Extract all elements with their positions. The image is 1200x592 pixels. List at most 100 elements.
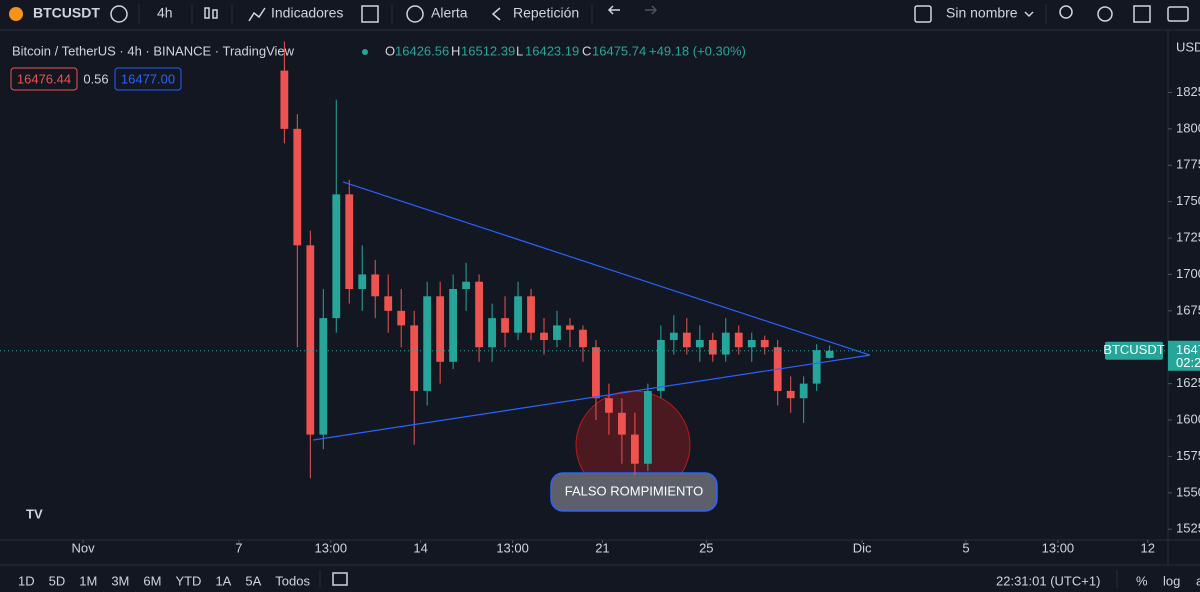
candle-body [280, 70, 289, 129]
legend-value: 16512.39 [461, 43, 515, 58]
y-tick-label: 16250 [1176, 375, 1200, 390]
redo [645, 5, 658, 15]
candle-type [212, 9, 218, 19]
range-button[interactable]: 1M [79, 573, 97, 588]
percent-toggle[interactable]: % [1136, 573, 1148, 588]
candle-body [488, 318, 496, 348]
templates[interactable] [361, 5, 379, 23]
fullscreen[interactable] [1133, 5, 1151, 23]
candle-body [358, 274, 367, 289]
y-tick-label: 17250 [1176, 229, 1200, 244]
candle-type[interactable] [204, 7, 210, 19]
range-bar: 1D 5D 1M 3M 6M YTD 1A 5A Todos [18, 573, 310, 588]
countdown: 02:28 [1176, 355, 1200, 370]
sell-price[interactable]: 16476.44 [17, 71, 71, 86]
y-tick-label: 17500 [1176, 193, 1200, 208]
y-tick-label: 17000 [1176, 266, 1200, 281]
legend-title: Bitcoin / TetherUS · 4h · BINANCE · Trad… [12, 43, 295, 58]
candle-body [656, 339, 665, 391]
layout-name[interactable]: Sin nombre [946, 5, 1018, 21]
candle-body [514, 296, 522, 333]
range-button[interactable]: 3M [111, 573, 129, 588]
replay-icon [491, 7, 501, 21]
candle-body [345, 194, 354, 289]
annotation: FALSO ROMPIMIENTO [565, 483, 703, 498]
candle-body [669, 332, 678, 340]
candle-body [527, 296, 535, 333]
symbol[interactable]: BTCUSDT [33, 5, 100, 21]
candle-body [747, 339, 756, 348]
last-price-tag: BTCUSDT [1103, 342, 1164, 357]
auto-toggle[interactable]: auto [1196, 573, 1200, 588]
legend-value: 16423.19 [525, 43, 579, 58]
x-tick-label: 21 [595, 540, 609, 555]
candle-body [812, 350, 821, 384]
layout-menu[interactable] [1024, 11, 1034, 18]
candle-body [553, 325, 561, 340]
screenshot[interactable] [1167, 6, 1189, 22]
legend-label: O [385, 43, 395, 58]
legend-label: C [582, 43, 591, 58]
candle-body [436, 296, 445, 362]
trendline [313, 354, 870, 441]
range-button[interactable]: 5A [245, 573, 261, 588]
range-button[interactable]: 6M [143, 573, 161, 588]
alert[interactable]: Alerta [431, 5, 468, 21]
buy-box[interactable] [114, 67, 182, 91]
candle-body [475, 281, 483, 348]
candle-body [799, 383, 808, 399]
x-tick-label: 14 [413, 540, 427, 555]
y-axis-label: USDT [1176, 39, 1200, 54]
candle-body [708, 339, 717, 355]
y-tick-label: 15750 [1176, 448, 1200, 463]
range-button[interactable]: Todos [275, 573, 310, 588]
x-tick-label: Nov [72, 540, 96, 555]
indicators[interactable]: Indicadores [271, 5, 343, 21]
candle-body [371, 274, 380, 297]
coin-icon [9, 7, 23, 21]
tv-logo: TV [26, 506, 43, 521]
candle-body [760, 339, 769, 348]
undo[interactable] [607, 5, 620, 15]
last-price-tag-box [1105, 341, 1163, 360]
layout-icon [914, 5, 932, 23]
legend-change: +49.18 (+0.30%) [649, 43, 746, 58]
candle-body [319, 318, 328, 435]
candle-body [786, 390, 795, 399]
candle-body [462, 281, 471, 289]
y-tick-label: 17750 [1176, 157, 1200, 172]
replay[interactable]: Repetición [513, 5, 579, 21]
range-button[interactable]: YTD [175, 573, 201, 588]
candle-body [734, 332, 743, 348]
settings[interactable] [1097, 6, 1113, 22]
x-tick-label: 13:00 [496, 540, 529, 555]
y-tick-label: 15500 [1176, 484, 1200, 499]
candle-body [423, 296, 432, 391]
candle-body [566, 325, 574, 330]
legend-value: 16426.56 [395, 43, 449, 58]
date-range[interactable] [332, 572, 348, 586]
y-tick-label: 15250 [1176, 521, 1200, 536]
candle-body [306, 245, 315, 435]
range-button[interactable]: 5D [49, 573, 66, 588]
interval[interactable]: 4h [157, 5, 173, 21]
sell-box[interactable] [10, 67, 78, 91]
y-tick-label: 16000 [1176, 411, 1200, 426]
candle-body [397, 310, 406, 326]
clock: 22:31:01 (UTC+1) [996, 573, 1100, 588]
legend-label: H [451, 43, 460, 58]
log-toggle[interactable]: log [1163, 573, 1180, 588]
range-button[interactable]: 1A [215, 573, 231, 588]
y-tick-label: 18250 [1176, 84, 1200, 99]
buy-price[interactable]: 16477.00 [121, 71, 175, 86]
candle-body [501, 318, 509, 333]
spread: 0.56 [83, 71, 108, 86]
candle-body [695, 339, 704, 348]
x-tick-label: 25 [699, 540, 713, 555]
range-button[interactable]: 1D [18, 573, 35, 588]
search[interactable] [1059, 5, 1073, 19]
candle-body [605, 398, 613, 413]
candle-body [825, 350, 834, 358]
add-symbol[interactable] [110, 5, 128, 23]
